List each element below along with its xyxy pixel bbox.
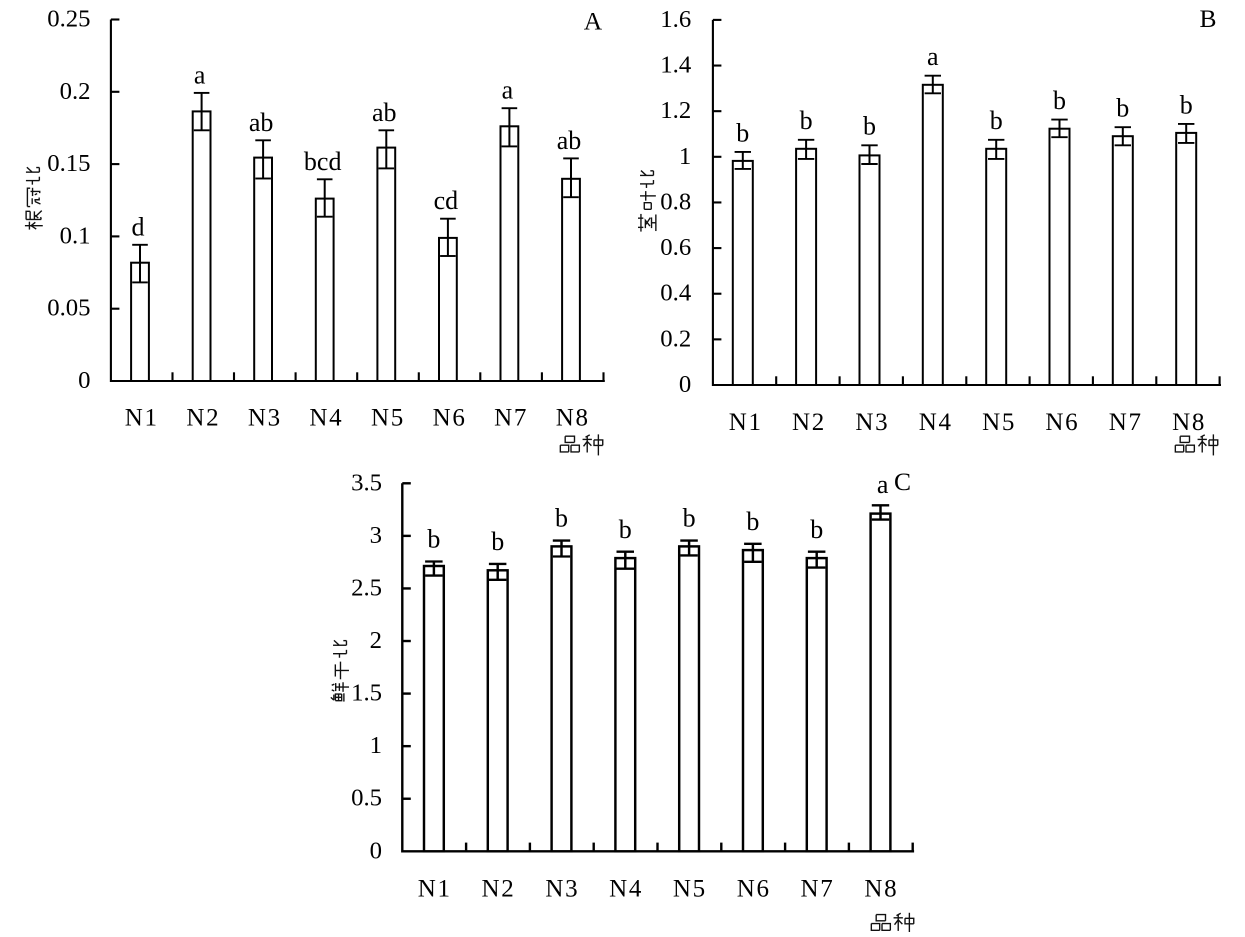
svg-text:1: 1 (679, 143, 691, 170)
svg-text:N6: N6 (1045, 409, 1079, 436)
svg-text:b: b (683, 504, 696, 533)
svg-text:N5: N5 (371, 404, 405, 431)
svg-text:ab: ab (372, 98, 397, 127)
svg-text:b: b (555, 504, 568, 533)
svg-text:N7: N7 (1109, 409, 1143, 436)
svg-text:bcd: bcd (304, 147, 342, 176)
svg-text:N1: N1 (125, 404, 159, 431)
svg-text:0.05: 0.05 (47, 295, 90, 322)
svg-text:N1: N1 (418, 875, 452, 902)
svg-text:N6: N6 (433, 404, 467, 431)
svg-text:d: d (132, 212, 145, 241)
svg-text:0.6: 0.6 (660, 234, 691, 261)
svg-text:C: C (894, 467, 911, 496)
svg-text:N4: N4 (309, 404, 343, 431)
svg-text:a: a (194, 60, 206, 89)
svg-text:N7: N7 (801, 875, 835, 902)
svg-text:0: 0 (78, 367, 90, 394)
svg-text:2.5: 2.5 (351, 574, 382, 601)
svg-text:0.8: 0.8 (660, 189, 691, 216)
svg-text:b: b (1053, 86, 1066, 115)
svg-text:2: 2 (370, 627, 382, 654)
svg-text:1: 1 (370, 732, 382, 759)
svg-text:b: b (800, 106, 813, 135)
svg-text:A: A (584, 7, 603, 36)
svg-text:3: 3 (370, 522, 382, 549)
svg-text:N2: N2 (186, 404, 220, 431)
svg-text:a: a (502, 76, 514, 105)
svg-text:0.15: 0.15 (47, 150, 90, 177)
svg-text:1.6: 1.6 (660, 6, 691, 33)
svg-text:b: b (863, 112, 876, 141)
svg-text:cd: cd (434, 186, 459, 215)
svg-text:N3: N3 (248, 404, 282, 431)
svg-text:b: b (427, 525, 440, 554)
svg-text:0.1: 0.1 (60, 222, 91, 249)
svg-text:N8: N8 (1172, 409, 1206, 436)
svg-text:N8: N8 (556, 404, 590, 431)
svg-text:N5: N5 (982, 409, 1016, 436)
svg-text:0.25: 0.25 (47, 6, 90, 33)
svg-text:ab: ab (557, 126, 582, 155)
svg-text:N7: N7 (494, 404, 528, 431)
svg-text:1.2: 1.2 (660, 97, 691, 124)
svg-text:b: b (990, 106, 1003, 135)
svg-text:0: 0 (370, 837, 382, 864)
svg-text:ab: ab (249, 108, 274, 137)
svg-text:B: B (1199, 4, 1216, 33)
svg-text:b: b (1116, 94, 1129, 123)
svg-text:0: 0 (679, 371, 691, 398)
svg-text:b: b (810, 515, 823, 544)
svg-text:b: b (491, 527, 504, 556)
svg-text:N2: N2 (482, 875, 516, 902)
svg-text:b: b (619, 515, 632, 544)
svg-text:0.2: 0.2 (660, 325, 691, 352)
svg-text:N4: N4 (609, 875, 643, 902)
svg-text:b: b (746, 507, 759, 536)
svg-text:1.5: 1.5 (351, 680, 382, 707)
svg-text:N8: N8 (864, 875, 898, 902)
svg-text:0.2: 0.2 (60, 78, 91, 105)
svg-text:a: a (927, 42, 939, 71)
svg-text:a: a (877, 470, 889, 499)
svg-text:1.4: 1.4 (660, 52, 691, 79)
svg-text:b: b (1180, 90, 1193, 119)
svg-text:N6: N6 (737, 875, 771, 902)
svg-text:N4: N4 (919, 409, 953, 436)
svg-text:0.5: 0.5 (351, 785, 382, 812)
svg-text:N3: N3 (545, 875, 579, 902)
svg-text:N1: N1 (729, 409, 763, 436)
svg-text:N2: N2 (792, 409, 826, 436)
svg-text:N5: N5 (673, 875, 707, 902)
svg-text:N3: N3 (855, 409, 889, 436)
svg-text:0.4: 0.4 (660, 280, 691, 307)
svg-text:b: b (736, 118, 749, 147)
svg-text:3.5: 3.5 (351, 469, 382, 496)
